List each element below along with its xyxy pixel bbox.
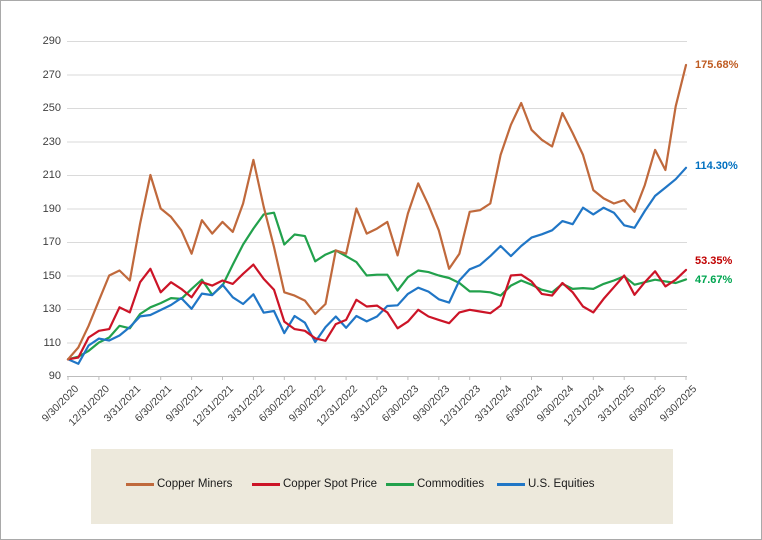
- y-axis-tick-label: 270: [42, 68, 61, 81]
- y-axis-tick-label: 290: [42, 35, 61, 47]
- end-value-label-copper-miners: 175.68%: [695, 58, 739, 71]
- series-line-u-s-equities: [66, 166, 688, 365]
- y-axis-tick-label: 230: [42, 135, 61, 148]
- legend-swatch-u-s-equities: [497, 482, 525, 486]
- legend-swatch-copper-miners: [126, 482, 154, 486]
- legend-swatch-copper-spot-price: [252, 482, 280, 486]
- end-value-label-u-s-equities: 114.30%: [695, 159, 738, 172]
- series-line-copper-spot-price: [66, 263, 688, 361]
- y-axis-tick-label: 110: [43, 336, 61, 349]
- legend: Copper Miners Copper Spot Price Commoditie…: [91, 449, 673, 524]
- legend-label: Copper Spot Price: [283, 478, 377, 490]
- legend-label: Copper Miners: [157, 478, 233, 490]
- legend-item-copper-miners: Copper Miners: [126, 478, 232, 490]
- legend-label: Commodities: [417, 478, 485, 490]
- legend-item-commodities: Commodities: [386, 478, 484, 490]
- series-line-copper-miners: [66, 63, 688, 361]
- y-axis-tick-label: 190: [42, 202, 61, 215]
- legend-item-copper-spot-price: Copper Spot Price: [252, 478, 377, 490]
- end-value-label-commodities: 47.67%: [695, 274, 733, 287]
- y-axis-tick-label: 90: [48, 370, 61, 382]
- y-axis-tick-label: 210: [42, 169, 61, 181]
- y-axis-tick-label: 250: [42, 102, 61, 114]
- series-line-commodities: [66, 211, 688, 361]
- legend-label: U.S. Equities: [528, 478, 595, 490]
- y-axis-tick-label: 150: [42, 269, 61, 282]
- legend-swatch-commodities: [386, 482, 414, 486]
- y-axis-tick-label: 130: [42, 303, 61, 315]
- y-axis-tick-label: 170: [42, 236, 61, 248]
- end-value-label-copper-spot-price: 53.35%: [695, 254, 733, 267]
- legend-item-u-s-equities: U.S. Equities: [497, 478, 594, 490]
